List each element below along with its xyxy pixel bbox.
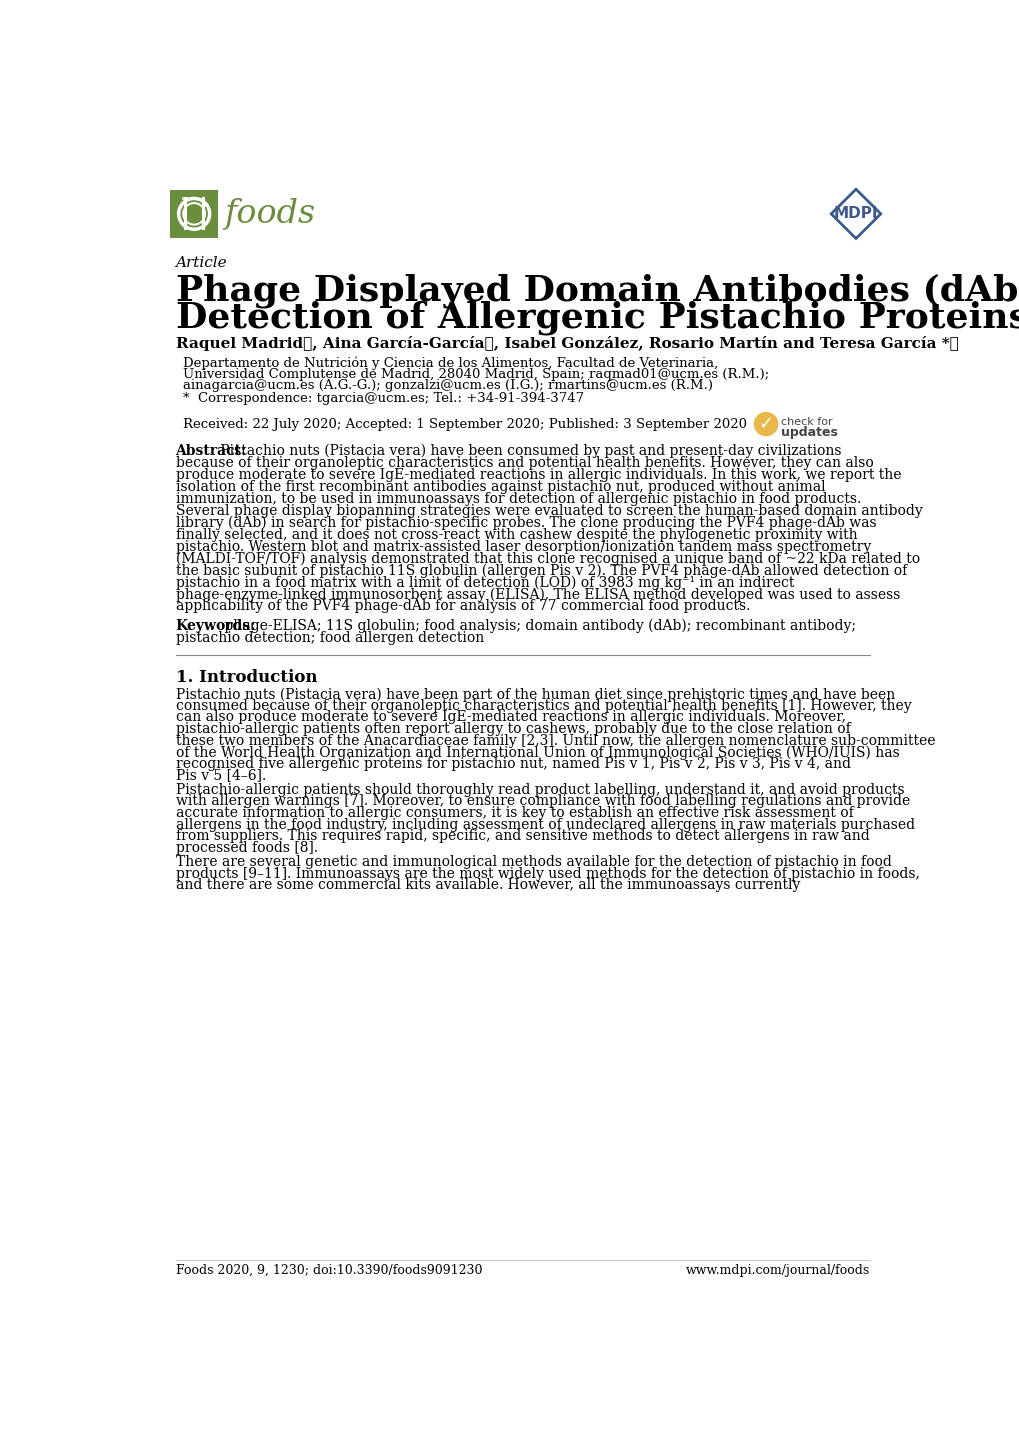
Text: ainagarcia@ucm.es (A.G.-G.); gonzalzi@ucm.es (I.G.); rmartins@ucm.es (R.M.): ainagarcia@ucm.es (A.G.-G.); gonzalzi@uc… <box>183 379 712 392</box>
Text: finally selected, and it does not cross-react with cashew despite the phylogenet: finally selected, and it does not cross-… <box>175 528 856 542</box>
FancyBboxPatch shape <box>170 190 218 238</box>
Text: Pistachio nuts (Pistacia vera) have been part of the human diet since prehistori: Pistachio nuts (Pistacia vera) have been… <box>175 688 894 702</box>
Text: produce moderate to severe IgE-mediated reactions in allergic individuals. In th: produce moderate to severe IgE-mediated … <box>175 469 900 482</box>
Text: There are several genetic and immunological methods available for the detection : There are several genetic and immunologi… <box>175 855 891 870</box>
Text: Detection of Allergenic Pistachio Proteins in Foods: Detection of Allergenic Pistachio Protei… <box>175 301 1019 336</box>
Text: pistachio-allergic patients often report allergy to cashews, probably due to the: pistachio-allergic patients often report… <box>175 722 850 735</box>
Text: 1. Introduction: 1. Introduction <box>175 669 317 686</box>
Text: Pistachio nuts (Pistacia vera) have been consumed by past and present-day civili: Pistachio nuts (Pistacia vera) have been… <box>216 444 841 459</box>
Text: and there are some commercial kits available. However, all the immunoassays curr: and there are some commercial kits avail… <box>175 878 799 893</box>
Text: with allergen warnings [7]. Moreover, to ensure compliance with food labelling r: with allergen warnings [7]. Moreover, to… <box>175 795 909 809</box>
Text: these two members of the Anacardiaceae family [2,3]. Until now, the allergen nom: these two members of the Anacardiaceae f… <box>175 734 934 747</box>
Text: check for: check for <box>781 417 832 427</box>
Text: accurate information to allergic consumers, it is key to establish an effective : accurate information to allergic consume… <box>175 806 853 820</box>
Text: phage-ELISA; 11S globulin; food analysis; domain antibody (dAb); recombinant ant: phage-ELISA; 11S globulin; food analysis… <box>219 619 855 633</box>
Text: Several phage display biopanning strategies were evaluated to screen the human-b: Several phage display biopanning strateg… <box>175 503 921 518</box>
Text: Abstract:: Abstract: <box>175 444 247 459</box>
Text: pistachio detection; food allergen detection: pistachio detection; food allergen detec… <box>175 630 483 645</box>
Text: consumed because of their organoleptic characteristics and potential health bene: consumed because of their organoleptic c… <box>175 699 910 712</box>
Text: applicability of the PVF4 phage-dAb for analysis of 77 commercial food products.: applicability of the PVF4 phage-dAb for … <box>175 600 749 613</box>
Text: MDPI: MDPI <box>833 206 877 222</box>
Text: of the World Health Organization and International Union of Immunological Societ: of the World Health Organization and Int… <box>175 746 899 760</box>
Text: library (dAb) in search for pistachio-specific probes. The clone producing the P: library (dAb) in search for pistachio-sp… <box>175 516 875 531</box>
Text: www.mdpi.com/journal/foods: www.mdpi.com/journal/foods <box>685 1265 869 1278</box>
Text: processed foods [8].: processed foods [8]. <box>175 841 317 855</box>
Text: the basic subunit of pistachio 11S globulin (allergen Pis v 2). The PVF4 phage-d: the basic subunit of pistachio 11S globu… <box>175 564 906 578</box>
Text: allergens in the food industry, including assessment of undeclared allergens in : allergens in the food industry, includin… <box>175 818 914 832</box>
Text: from suppliers. This requires rapid, specific, and sensitive methods to detect a: from suppliers. This requires rapid, spe… <box>175 829 868 844</box>
Text: (MALDI-TOF/TOF) analysis demonstrated that this clone recognised a unique band o: (MALDI-TOF/TOF) analysis demonstrated th… <box>175 551 919 565</box>
Text: Keywords:: Keywords: <box>175 619 256 633</box>
Text: recognised five allergenic proteins for pistachio nut, named Pis v 1, Pis v 2, P: recognised five allergenic proteins for … <box>175 757 850 770</box>
Text: ✓: ✓ <box>758 415 772 433</box>
Text: products [9–11]. Immunoassays are the most widely used methods for the detection: products [9–11]. Immunoassays are the mo… <box>175 867 918 881</box>
Text: *  Correspondence: tgarcia@ucm.es; Tel.: +34-91-394-3747: * Correspondence: tgarcia@ucm.es; Tel.: … <box>183 392 584 405</box>
Text: Departamento de Nutrición y Ciencia de los Alimentos, Facultad de Veterinaria,: Departamento de Nutrición y Ciencia de l… <box>183 356 717 369</box>
Text: pistachio in a food matrix with a limit of detection (LOD) of 3983 mg kg⁻¹ in an: pistachio in a food matrix with a limit … <box>175 575 793 590</box>
Text: phage-enzyme-linked immunosorbent assay (ELISA). The ELISA method developed was : phage-enzyme-linked immunosorbent assay … <box>175 587 899 601</box>
Text: Article: Article <box>175 257 227 270</box>
Text: isolation of the first recombinant antibodies against pistachio nut, produced wi: isolation of the first recombinant antib… <box>175 480 824 493</box>
Text: Raquel MadridⓄ, Aina García-GarcíaⓄ, Isabel González, Rosario Martín and Teresa : Raquel MadridⓄ, Aina García-GarcíaⓄ, Isa… <box>175 336 958 352</box>
Text: Pistachio-allergic patients should thoroughly read product labelling, understand: Pistachio-allergic patients should thoro… <box>175 783 903 797</box>
Polygon shape <box>830 189 880 238</box>
Text: Foods 2020, 9, 1230; doi:10.3390/foods9091230: Foods 2020, 9, 1230; doi:10.3390/foods90… <box>175 1265 482 1278</box>
Text: because of their organoleptic characteristics and potential health benefits. How: because of their organoleptic characteri… <box>175 456 872 470</box>
Text: updates: updates <box>781 425 837 438</box>
Text: Pis v 5 [4–6].: Pis v 5 [4–6]. <box>175 769 266 782</box>
Text: pistachio. Western blot and matrix-assisted laser desorption/ionization tandem m: pistachio. Western blot and matrix-assis… <box>175 539 870 554</box>
Text: Received: 22 July 2020; Accepted: 1 September 2020; Published: 3 September 2020: Received: 22 July 2020; Accepted: 1 Sept… <box>183 418 747 431</box>
Text: immunization, to be used in immunoassays for detection of allergenic pistachio i: immunization, to be used in immunoassays… <box>175 492 860 506</box>
Text: Universidad Complutense de Madrid, 28040 Madrid, Spain; raqmad01@ucm.es (R.M.);: Universidad Complutense de Madrid, 28040… <box>183 368 768 381</box>
Text: Phage Displayed Domain Antibodies (dAb) for: Phage Displayed Domain Antibodies (dAb) … <box>175 273 1019 307</box>
Text: can also produce moderate to severe IgE-mediated reactions in allergic individua: can also produce moderate to severe IgE-… <box>175 711 845 724</box>
Text: foods: foods <box>224 198 315 229</box>
Circle shape <box>754 412 776 435</box>
